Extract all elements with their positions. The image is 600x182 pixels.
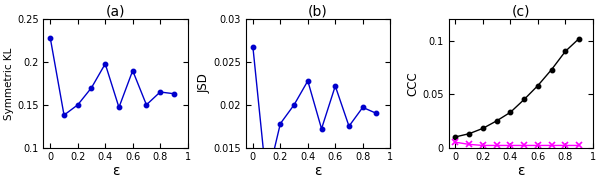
Y-axis label: CCC: CCC: [406, 71, 419, 96]
Title: (b): (b): [308, 4, 328, 18]
X-axis label: ε: ε: [112, 164, 119, 178]
X-axis label: ε: ε: [517, 164, 524, 178]
Title: (a): (a): [106, 4, 125, 18]
X-axis label: ε: ε: [314, 164, 322, 178]
Y-axis label: Symmetric KL: Symmetric KL: [4, 47, 14, 120]
Y-axis label: JSD: JSD: [197, 74, 211, 93]
Title: (c): (c): [511, 4, 530, 18]
